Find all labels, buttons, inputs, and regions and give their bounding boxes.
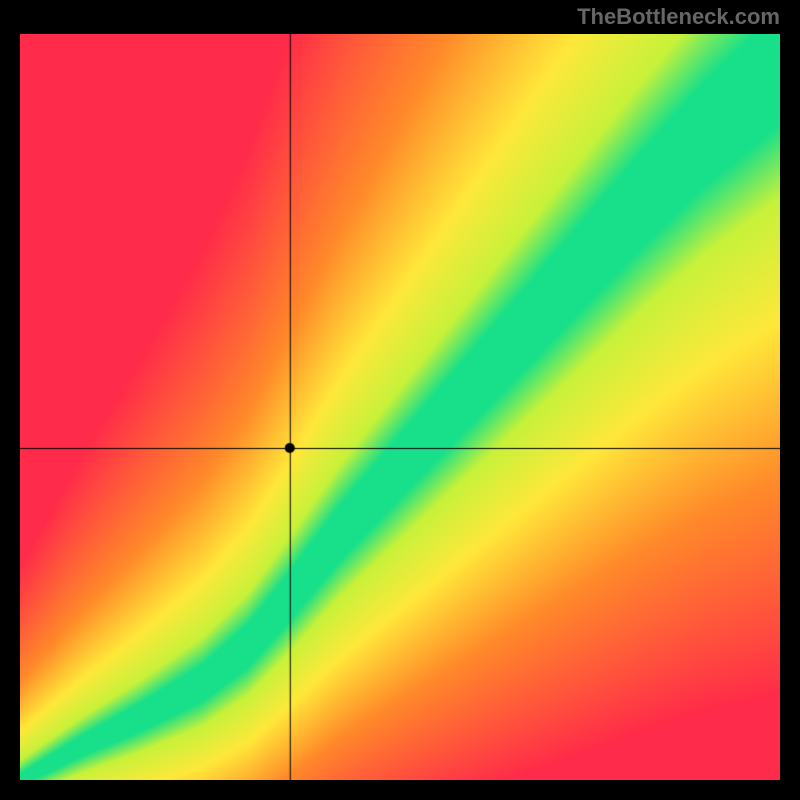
bottleneck-heatmap <box>20 34 780 780</box>
chart-container: TheBottleneck.com <box>0 0 800 800</box>
plot-area <box>20 34 780 780</box>
watermark-text: TheBottleneck.com <box>577 4 780 30</box>
